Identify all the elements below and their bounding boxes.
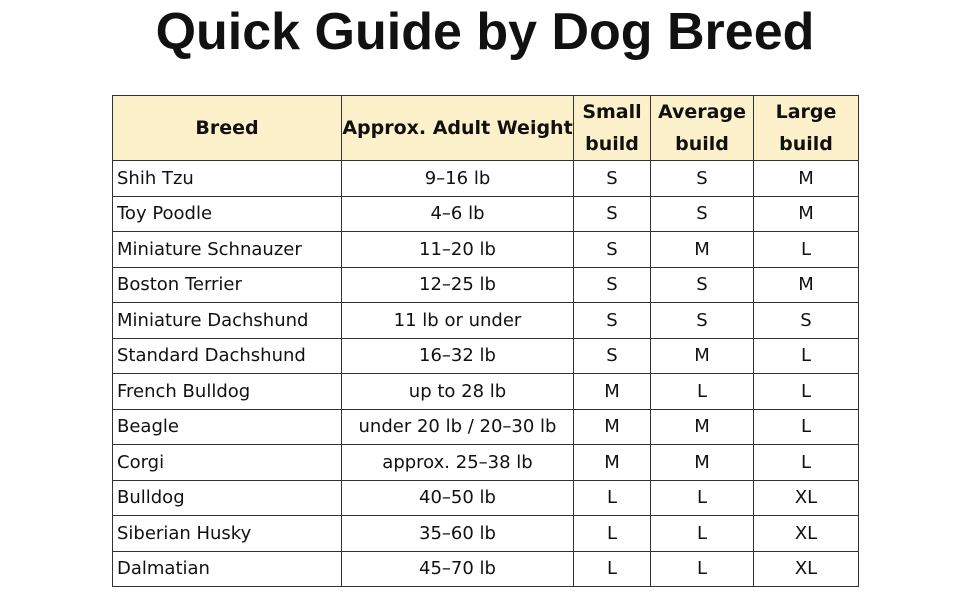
table-cell: L bbox=[650, 550, 754, 587]
table-cell: S bbox=[650, 302, 754, 339]
table-cell: M bbox=[753, 160, 859, 197]
table-cell: S bbox=[573, 195, 651, 232]
table-cell: 9–16 lb bbox=[341, 160, 574, 197]
table-cell: 45–70 lb bbox=[341, 550, 574, 587]
table-row: Beagle under 20 lb / 20–30 lb M M L bbox=[112, 408, 859, 445]
column-header: Breed bbox=[112, 95, 342, 161]
column-header-text: Average build bbox=[658, 101, 746, 155]
breed-cell: Standard Dachshund bbox=[112, 337, 342, 374]
table-cell: L bbox=[753, 373, 859, 410]
table-row: Dalmatian 45–70 lb L L XL bbox=[112, 550, 859, 587]
breed-cell: Toy Poodle bbox=[112, 195, 342, 232]
column-header-text: Small build bbox=[582, 101, 642, 155]
table-cell: M bbox=[650, 231, 754, 268]
table-cell: S bbox=[650, 266, 754, 303]
table-row: Corgi approx. 25–38 lb M M L bbox=[112, 444, 859, 481]
header-row: Breed Approx. Adult Weight Small build Aver… bbox=[112, 95, 859, 161]
table-cell: L bbox=[650, 373, 754, 410]
table-cell: XL bbox=[753, 479, 859, 516]
breed-cell: Shih Tzu bbox=[112, 160, 342, 197]
breed-cell: Boston Terrier bbox=[112, 266, 342, 303]
breed-cell: Bulldog bbox=[112, 479, 342, 516]
table-cell: 16–32 lb bbox=[341, 337, 574, 374]
breed-cell: Beagle bbox=[112, 408, 342, 445]
table-cell: S bbox=[573, 266, 651, 303]
table-cell: XL bbox=[753, 550, 859, 587]
table-cell: 35–60 lb bbox=[341, 515, 574, 552]
table-row: French Bulldog up to 28 lb M L L bbox=[112, 373, 859, 410]
breed-cell: Miniature Schnauzer bbox=[112, 231, 342, 268]
table-cell: up to 28 lb bbox=[341, 373, 574, 410]
table-cell: L bbox=[573, 479, 651, 516]
table-cell: S bbox=[573, 337, 651, 374]
page-title: Quick Guide by Dog Breed bbox=[155, 3, 815, 61]
column-header-text: Large build bbox=[775, 101, 837, 155]
table-row: Miniature Schnauzer 11–20 lb S M L bbox=[112, 231, 859, 268]
table-row: Standard Dachshund 16–32 lb S M L bbox=[112, 337, 859, 374]
table-cell: L bbox=[573, 550, 651, 587]
table-cell: M bbox=[573, 408, 651, 445]
column-header: Small build bbox=[573, 95, 651, 161]
breed-cell: Dalmatian bbox=[112, 550, 342, 587]
table-body: Shih Tzu 9–16 lb S S M Toy Poodle 4–6 lb S S M Min… bbox=[112, 160, 859, 587]
column-header: Average build bbox=[650, 95, 754, 161]
breed-cell: Miniature Dachshund bbox=[112, 302, 342, 339]
table-row: Bulldog 40–50 lb L L XL bbox=[112, 479, 859, 516]
table-cell: M bbox=[573, 373, 651, 410]
table-cell: M bbox=[650, 337, 754, 374]
column-header: Large build bbox=[753, 95, 859, 161]
table-cell: 40–50 lb bbox=[341, 479, 574, 516]
table-row: Siberian Husky 35–60 lb L L XL bbox=[112, 515, 859, 552]
table-cell: 12–25 lb bbox=[341, 266, 574, 303]
table-cell: L bbox=[753, 444, 859, 481]
table-cell: 4–6 lb bbox=[341, 195, 574, 232]
table-cell: L bbox=[650, 479, 754, 516]
table-cell: S bbox=[573, 231, 651, 268]
breed-cell: Corgi bbox=[112, 444, 342, 481]
column-header-text: Approx. Adult Weight bbox=[342, 117, 573, 139]
table-cell: M bbox=[753, 266, 859, 303]
table-cell: under 20 lb / 20–30 lb bbox=[341, 408, 574, 445]
table-row: Miniature Dachshund 11 lb or under S S S bbox=[112, 302, 859, 339]
column-header: Approx. Adult Weight bbox=[341, 95, 574, 161]
table-cell: S bbox=[573, 160, 651, 197]
table-cell: approx. 25–38 lb bbox=[341, 444, 574, 481]
table-cell: L bbox=[650, 515, 754, 552]
table-cell: L bbox=[753, 408, 859, 445]
column-header-text: Breed bbox=[195, 117, 259, 139]
breed-cell: Siberian Husky bbox=[112, 515, 342, 552]
table-cell: S bbox=[573, 302, 651, 339]
table-cell: S bbox=[650, 160, 754, 197]
table-cell: M bbox=[573, 444, 651, 481]
table-row: Boston Terrier 12–25 lb S S M bbox=[112, 266, 859, 303]
breed-table: Breed Approx. Adult Weight Small build Aver… bbox=[112, 95, 859, 587]
table-cell: L bbox=[573, 515, 651, 552]
table-cell: XL bbox=[753, 515, 859, 552]
table-cell: S bbox=[753, 302, 859, 339]
breed-cell: French Bulldog bbox=[112, 373, 342, 410]
table-cell: 11–20 lb bbox=[341, 231, 574, 268]
table-cell: S bbox=[650, 195, 754, 232]
table-cell: M bbox=[753, 195, 859, 232]
table-row: Shih Tzu 9–16 lb S S M bbox=[112, 160, 859, 197]
table-cell: M bbox=[650, 444, 754, 481]
table-cell: L bbox=[753, 337, 859, 374]
table-cell: M bbox=[650, 408, 754, 445]
table-cell: 11 lb or under bbox=[341, 302, 574, 339]
table-row: Toy Poodle 4–6 lb S S M bbox=[112, 195, 859, 232]
table-cell: L bbox=[753, 231, 859, 268]
